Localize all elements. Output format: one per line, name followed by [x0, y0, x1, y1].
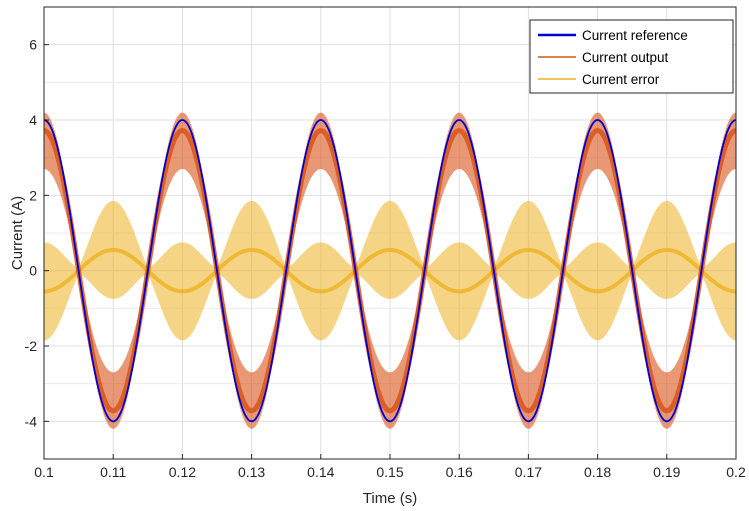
- series-current-error-mean: [43, 247, 737, 294]
- y-tick-label: 2: [29, 187, 37, 203]
- legend-label-error: Current error: [582, 72, 660, 87]
- x-axis-label: Time (s): [363, 490, 417, 507]
- axis-ticks: 0.1 0.11 0.12 0.13 0.14 0.15 0.16 0.17 0.18 0.19 0…: [25, 37, 746, 480]
- x-tick-label: 0.16: [446, 464, 473, 480]
- x-tick-label: 0.13: [238, 464, 265, 480]
- x-tick-label: 0.18: [584, 464, 611, 480]
- series-current-error-ripple: [43, 200, 737, 341]
- x-tick-label: 0.12: [169, 464, 196, 480]
- x-tick-label: 0.14: [307, 464, 334, 480]
- y-tick-label: 4: [29, 112, 37, 128]
- x-tick-label: 0.2: [726, 464, 746, 480]
- y-tick-label: 0: [29, 263, 37, 279]
- y-axis-label: Current (A): [9, 196, 26, 270]
- x-tick-label: 0.15: [376, 464, 403, 480]
- x-tick-label: 0.11: [100, 464, 126, 480]
- x-tick-label: 0.1: [34, 464, 54, 480]
- legend: Current reference Current output Current…: [529, 19, 734, 94]
- legend-label-output: Current output: [582, 50, 669, 65]
- x-tick-label: 0.17: [515, 464, 542, 480]
- series-layer: [43, 112, 737, 429]
- y-tick-label: -2: [25, 338, 38, 354]
- x-tick-label: 0.19: [653, 464, 680, 480]
- y-tick-label: 6: [29, 37, 37, 53]
- y-tick-label: -4: [25, 413, 38, 429]
- legend-label-reference: Current reference: [582, 28, 688, 43]
- series-current-reference: [43, 119, 737, 423]
